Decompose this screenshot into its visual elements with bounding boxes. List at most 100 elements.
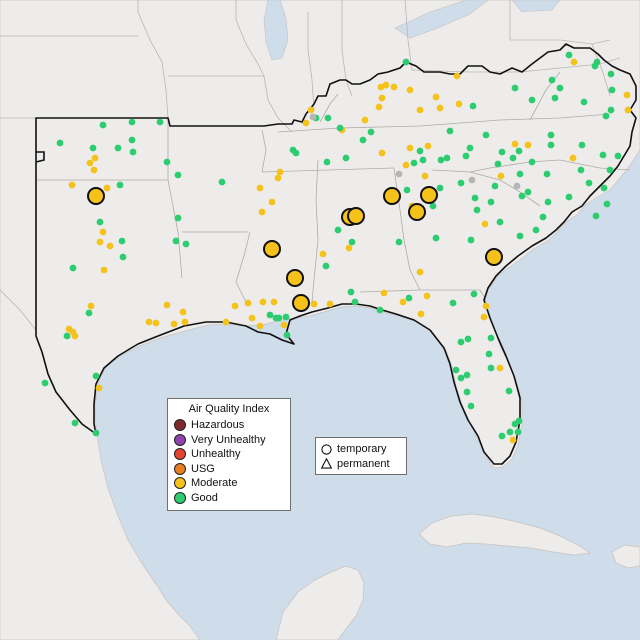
good-monitor-marker[interactable] [41,379,49,387]
moderate-monitor-marker[interactable] [91,154,99,162]
good-monitor-marker[interactable] [114,144,122,152]
good-monitor-marker[interactable] [282,313,290,321]
good-monitor-marker[interactable] [547,131,555,139]
good-monitor-marker[interactable] [416,147,424,155]
good-monitor-marker[interactable] [324,114,332,122]
moderate-monitor-marker[interactable] [170,320,178,328]
moderate-monitor-marker[interactable] [345,244,353,252]
good-monitor-marker[interactable] [473,206,481,214]
good-monitor-marker[interactable] [96,218,104,226]
good-monitor-marker[interactable] [283,331,291,339]
moderate-monitor-marker[interactable] [378,149,386,157]
moderate-monitor-marker[interactable] [319,250,327,258]
good-monitor-marker[interactable] [498,148,506,156]
moderate-monitor-marker[interactable] [145,318,153,326]
moderate-monitor-marker[interactable] [96,238,104,246]
moderate-monitor-marker[interactable] [496,364,504,372]
moderate-monitor-marker[interactable] [453,72,461,80]
moderate-monitor-marker[interactable] [302,119,310,127]
moderate-monitor-marker[interactable] [87,302,95,310]
moderate-monitor-marker[interactable] [179,308,187,316]
good-monitor-marker[interactable] [602,112,610,120]
no-data-monitor-marker[interactable] [309,113,317,121]
good-monitor-marker[interactable] [446,127,454,135]
good-monitor-marker[interactable] [608,86,616,94]
good-monitor-marker[interactable] [487,334,495,342]
good-monitor-marker[interactable] [470,290,478,298]
good-monitor-marker[interactable] [63,332,71,340]
good-monitor-marker[interactable] [359,136,367,144]
good-monitor-marker[interactable] [543,170,551,178]
good-monitor-marker[interactable] [532,226,540,234]
moderate-monitor-marker[interactable] [509,436,517,444]
good-monitor-marker[interactable] [506,428,514,436]
moderate-monitor-marker[interactable] [482,302,490,310]
good-monitor-marker[interactable] [92,429,100,437]
good-monitor-marker[interactable] [351,298,359,306]
good-monitor-marker[interactable] [218,178,226,186]
good-monitor-marker[interactable] [342,154,350,162]
good-monitor-marker[interactable] [551,94,559,102]
good-monitor-marker[interactable] [348,238,356,246]
moderate-monitor-marker[interactable] [100,266,108,274]
good-monitor-marker[interactable] [266,311,274,319]
good-monitor-marker[interactable] [505,387,513,395]
good-monitor-marker[interactable] [511,84,519,92]
moderate-monitor-marker[interactable] [380,289,388,297]
good-monitor-marker[interactable] [323,158,331,166]
good-monitor-marker[interactable] [436,184,444,192]
good-monitor-marker[interactable] [128,118,136,126]
good-monitor-marker[interactable] [518,192,526,200]
moderate-monitor-marker[interactable] [106,242,114,250]
good-monitor-marker[interactable] [593,58,601,66]
moderate-monitor-marker[interactable] [432,93,440,101]
good-monitor-marker[interactable] [606,166,614,174]
good-monitor-marker[interactable] [498,432,506,440]
moderate-monitor-marker[interactable] [361,116,369,124]
good-monitor-marker[interactable] [395,238,403,246]
good-monitor-marker[interactable] [129,148,137,156]
moderate-monitor-marker[interactable] [99,228,107,236]
good-monitor-marker[interactable] [457,338,465,346]
good-monitor-marker[interactable] [494,160,502,168]
good-monitor-marker[interactable] [548,76,556,84]
good-monitor-marker[interactable] [292,149,300,157]
good-monitor-marker[interactable] [156,118,164,126]
good-monitor-marker[interactable] [547,141,555,149]
temporary-moderate-monitor-marker[interactable] [485,248,503,266]
good-monitor-marker[interactable] [539,213,547,221]
good-monitor-marker[interactable] [85,309,93,317]
good-monitor-marker[interactable] [487,198,495,206]
temporary-moderate-monitor-marker[interactable] [347,207,365,225]
moderate-monitor-marker[interactable] [268,198,276,206]
moderate-monitor-marker[interactable] [86,159,94,167]
temporary-moderate-monitor-marker[interactable] [408,203,426,221]
good-monitor-marker[interactable] [429,202,437,210]
temporary-moderate-monitor-marker[interactable] [286,269,304,287]
moderate-monitor-marker[interactable] [326,300,334,308]
good-monitor-marker[interactable] [515,147,523,155]
moderate-monitor-marker[interactable] [481,220,489,228]
good-monitor-marker[interactable] [322,262,330,270]
moderate-monitor-marker[interactable] [424,142,432,150]
good-monitor-marker[interactable] [600,184,608,192]
moderate-monitor-marker[interactable] [421,172,429,180]
moderate-monitor-marker[interactable] [378,94,386,102]
good-monitor-marker[interactable] [592,212,600,220]
temporary-moderate-monitor-marker[interactable] [383,187,401,205]
moderate-monitor-marker[interactable] [163,301,171,309]
good-monitor-marker[interactable] [515,417,523,425]
good-monitor-marker[interactable] [485,350,493,358]
good-monitor-marker[interactable] [89,144,97,152]
moderate-monitor-marker[interactable] [569,154,577,162]
good-monitor-marker[interactable] [464,335,472,343]
good-monitor-marker[interactable] [482,131,490,139]
moderate-monitor-marker[interactable] [276,168,284,176]
good-monitor-marker[interactable] [469,102,477,110]
moderate-monitor-marker[interactable] [258,208,266,216]
good-monitor-marker[interactable] [514,428,522,436]
moderate-monitor-marker[interactable] [222,318,230,326]
good-monitor-marker[interactable] [462,152,470,160]
good-monitor-marker[interactable] [69,264,77,272]
good-monitor-marker[interactable] [452,366,460,374]
